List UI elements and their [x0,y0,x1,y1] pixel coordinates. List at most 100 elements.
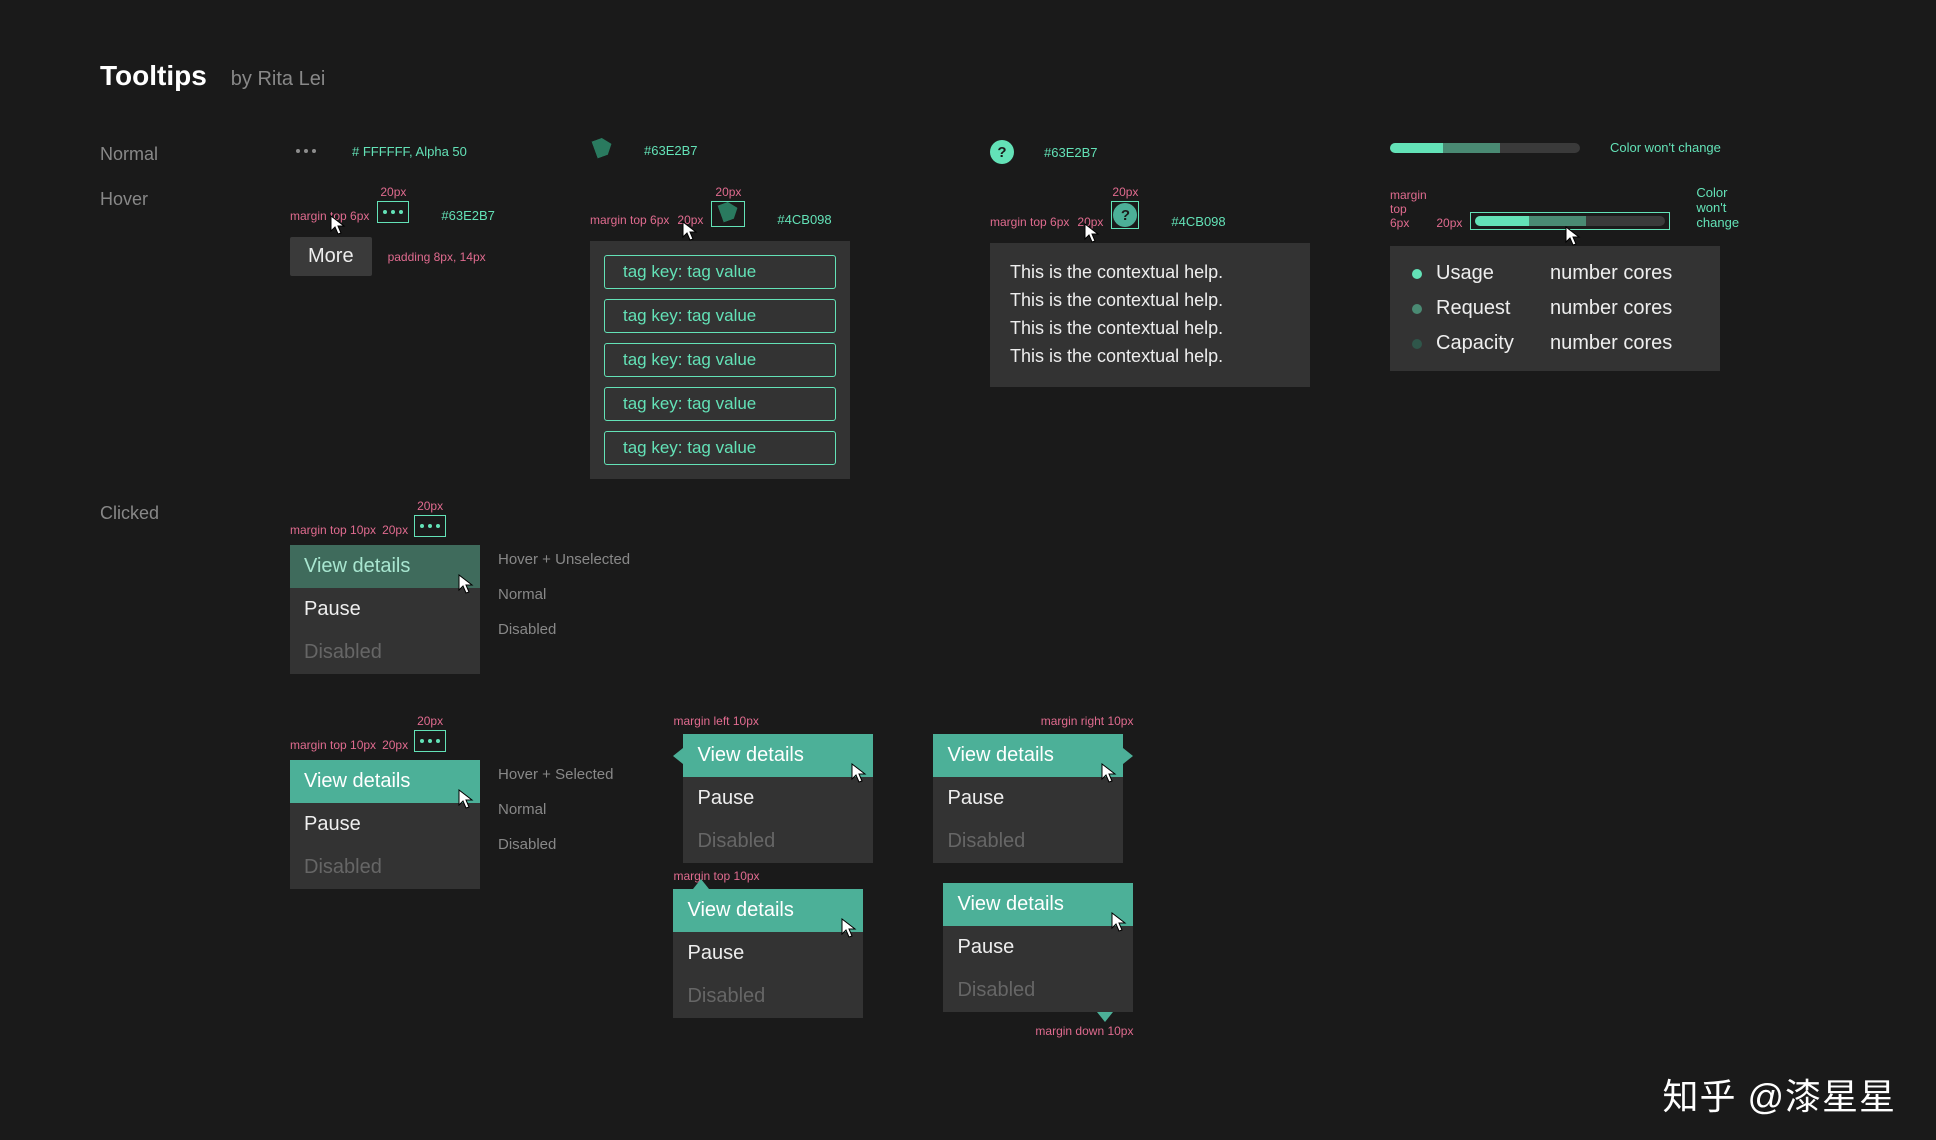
menu-pause-5[interactable]: Pause [673,932,863,975]
context-menu-6: View details Pause Disabled [943,883,1133,1012]
menu-view-4[interactable]: View details [933,734,1123,777]
arrow-right-icon [1123,748,1133,764]
spec-margin-4: margin top 6px [1390,188,1428,230]
spec-mr10: margin right 10px [1041,714,1134,728]
context-menu-1: View details Pause Disabled [290,545,480,674]
menu-pause-6[interactable]: Pause [943,926,1133,969]
legend-label: Usage [1436,262,1536,285]
tag-pill[interactable]: tag key: tag value [604,343,836,377]
state-disabled: Disabled [498,621,630,638]
cursor-icon-3 [1084,223,1098,243]
page-author: by Rita Lei [231,68,326,91]
color-note-teal: #63E2B7 [644,143,698,158]
spec-md10: margin down 10px [1035,1024,1133,1038]
menu-disabled: Disabled [290,631,480,674]
menu-pause-4[interactable]: Pause [933,777,1123,820]
watermark: 知乎 @漆星星 [1662,1068,1896,1120]
ctx-line: This is the contextual help. [1010,287,1290,315]
tag-icon[interactable] [590,140,614,160]
legend-dot-icon [1412,269,1422,279]
cursor-icon-2 [682,221,696,241]
help-icon-hover[interactable]: ? [1111,201,1139,229]
spec-mt10-a: margin top 10px [290,523,376,537]
menu-pause-2[interactable]: Pause [290,803,480,846]
legend-value: number cores [1550,297,1672,320]
legend-label: Capacity [1436,332,1536,355]
contextual-help-panel: This is the contextual help.This is the … [990,243,1310,387]
menu-view-details[interactable]: View details [290,545,480,588]
spec-mt10-c: margin top 10px [673,869,759,883]
color-teal-b: #63E2B7 [441,208,495,223]
tag-pill[interactable]: tag key: tag value [604,431,836,465]
tag-pill[interactable]: tag key: tag value [604,299,836,333]
menu-view-6[interactable]: View details [943,883,1133,926]
row-label-clicked: Clicked [100,499,250,524]
tag-icon-hover[interactable] [711,201,745,227]
page-title: Tooltips [100,60,207,92]
menu-view-3[interactable]: View details [683,734,873,777]
spec-20-6: 20px [382,738,408,752]
arrow-up-icon [693,879,709,889]
state-disabled-2: Disabled [498,836,613,853]
legend-row: Usage number cores [1412,262,1698,285]
legend-row: Request number cores [1412,297,1698,320]
menu-view-5[interactable]: View details [673,889,863,932]
ctx-line: This is the contextual help. [1010,259,1290,287]
tooltip-more: More [290,237,372,276]
color-teal-dark-2: #4CB098 [1171,214,1225,229]
arrow-down-icon [1097,1012,1113,1022]
more-dots-icon[interactable] [290,140,322,162]
spec-20-5b: 20px [417,499,443,513]
progress-note-1: Color won't change [1610,140,1721,155]
context-menu-5: View details Pause Disabled [673,889,863,1018]
spec-20-2b: 20px [715,185,741,199]
row-label-normal: Normal [100,140,250,165]
legend-label: Request [1436,297,1536,320]
menu-disabled-5: Disabled [673,975,863,1018]
spec-margin-3: margin top 6px [990,215,1069,229]
legend-panel: Usagenumber coresRequestnumber coresCapa… [1390,246,1720,371]
spec-margin-2: margin top 6px [590,213,669,227]
ctx-line: This is the contextual help. [1010,343,1290,371]
spec-20-1: 20px [380,185,406,199]
tag-pill[interactable]: tag key: tag value [604,387,836,421]
more-dots-hover[interactable] [377,201,409,223]
cursor-icon-4 [1565,226,1579,246]
state-normal-2: Normal [498,801,613,818]
legend-dot-icon [1412,339,1422,349]
context-menu-2: View details Pause Disabled [290,760,480,889]
legend-value: number cores [1550,262,1672,285]
progress-bar[interactable] [1390,143,1580,153]
context-menu-3: View details Pause Disabled [683,734,873,863]
context-menu-4: View details Pause Disabled [933,734,1123,863]
spec-ml10: margin left 10px [673,714,758,728]
spec-padding: padding 8px, 14px [388,250,486,264]
menu-pause-3[interactable]: Pause [683,777,873,820]
spec-mt10-b: margin top 10px [290,738,376,752]
tag-list-panel: tag key: tag value tag key: tag value tag … [590,241,850,479]
legend-row: Capacity number cores [1412,332,1698,355]
menu-disabled-4: Disabled [933,820,1123,863]
color-note-white: # FFFFFF, Alpha 50 [352,144,467,159]
progress-note-2: Color won't change [1696,185,1750,230]
spec-20-4b: 20px [1436,216,1462,230]
menu-pause[interactable]: Pause [290,588,480,631]
ctx-line: This is the contextual help. [1010,315,1290,343]
arrow-left-icon [673,748,683,764]
tag-pill[interactable]: tag key: tag value [604,255,836,289]
color-note-teal2: #63E2B7 [1044,145,1098,160]
menu-disabled-2: Disabled [290,846,480,889]
row-label-hover: Hover [100,185,250,210]
state-hover-sel: Hover + Selected [498,766,613,783]
spec-20-5: 20px [382,523,408,537]
more-dots-clicked[interactable] [414,515,446,537]
help-icon[interactable]: ? [990,140,1014,164]
color-teal-dark: #4CB098 [777,212,831,227]
menu-disabled-3: Disabled [683,820,873,863]
menu-disabled-6: Disabled [943,969,1133,1012]
more-dots-clicked-2[interactable] [414,730,446,752]
legend-dot-icon [1412,304,1422,314]
state-hover-unsel: Hover + Unselected [498,551,630,568]
menu-view-details-sel[interactable]: View details [290,760,480,803]
legend-value: number cores [1550,332,1672,355]
